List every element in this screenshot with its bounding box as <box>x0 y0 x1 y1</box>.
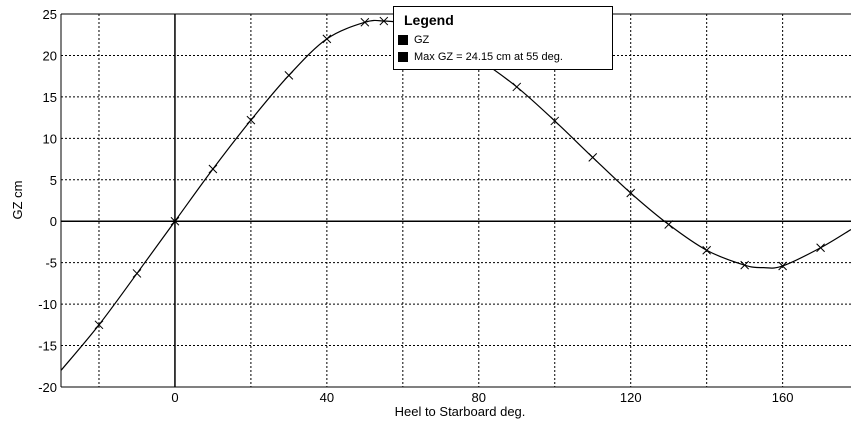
data-point-marker <box>379 16 389 26</box>
x-tick-label: 160 <box>772 390 794 405</box>
data-point-marker <box>664 220 674 229</box>
data-point-marker <box>702 245 712 255</box>
y-tick-label: 0 <box>50 214 57 229</box>
x-tick-label: 120 <box>620 390 642 405</box>
data-point-marker <box>740 260 750 270</box>
series-line-gz <box>60 19 851 371</box>
legend-label-max-gz: Max GZ = 24.15 cm at 55 deg. <box>414 51 563 63</box>
legend-title: Legend <box>404 12 454 28</box>
legend-entry-gz: GZ <box>398 33 429 47</box>
y-tick-label: -15 <box>38 339 57 354</box>
y-tick-label: 20 <box>43 48 57 63</box>
data-point-marker <box>550 116 560 126</box>
x-tick-label: 80 <box>472 390 486 405</box>
y-tick-label: 25 <box>43 7 57 22</box>
y-tick-label: 15 <box>43 90 57 105</box>
data-point-marker <box>284 70 294 80</box>
data-point-marker <box>588 153 598 162</box>
legend-entry-max-gz: Max GZ = 24.15 cm at 55 deg. <box>398 50 563 64</box>
data-point-marker <box>816 243 825 253</box>
x-tick-label: 0 <box>171 390 178 405</box>
y-tick-label: 10 <box>43 131 57 146</box>
legend-swatch <box>398 35 408 45</box>
data-point-marker <box>322 34 332 44</box>
data-point-marker <box>132 269 142 278</box>
data-point-marker <box>626 188 636 198</box>
x-axis-title: Heel to Starboard deg. <box>395 404 526 419</box>
y-tick-label: -5 <box>45 256 57 271</box>
data-point-marker <box>170 216 180 226</box>
data-point-marker <box>208 164 218 174</box>
data-point-marker <box>512 82 522 92</box>
data-point-marker <box>360 17 370 27</box>
y-axis-title: GZ cm <box>10 181 25 220</box>
y-tick-label: 5 <box>50 173 57 188</box>
y-tick-label: -20 <box>38 380 57 395</box>
data-point-marker <box>94 320 104 330</box>
data-point-marker <box>778 261 787 271</box>
y-tick-label: -10 <box>38 297 57 312</box>
data-point-marker <box>246 115 256 125</box>
legend-swatch <box>398 52 408 62</box>
legend-label-gz: GZ <box>414 34 430 46</box>
x-tick-label: 40 <box>320 390 334 405</box>
legend-box: Legend GZ Max GZ = 24.15 cm at 55 deg. <box>393 6 613 70</box>
